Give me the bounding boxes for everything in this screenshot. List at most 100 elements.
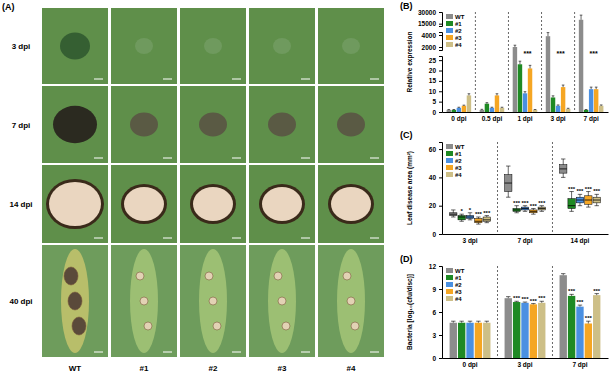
significance: *: [469, 207, 472, 213]
legend-label: #2: [455, 282, 462, 288]
legend-swatch: [446, 151, 453, 156]
lesion: [205, 272, 213, 280]
legend-swatch: [446, 35, 453, 40]
legend-label: #3: [455, 289, 462, 295]
panel-chart: (D)Bacteria [log₁₀(cfu/disc)]036912*****…: [400, 254, 609, 369]
tick: 3: [432, 332, 442, 339]
legend-swatch: [446, 42, 453, 47]
bar: [530, 304, 537, 358]
lesion: [64, 267, 78, 285]
tick: 0.5 dpi: [482, 115, 503, 123]
leaf-photo: [249, 245, 315, 357]
tick-label: 0: [432, 109, 436, 116]
error-bar: [452, 109, 455, 110]
bar: [480, 110, 484, 112]
legend-label: #2: [455, 158, 462, 164]
bar: [560, 275, 567, 358]
bar: [495, 95, 499, 112]
error-bar: [519, 61, 522, 64]
panel-label: (D): [400, 254, 413, 264]
tick-label: 30000: [418, 9, 436, 16]
tick-label: 7 dpi: [572, 361, 587, 369]
tick-label: 0: [432, 355, 436, 362]
scale-bar: [370, 238, 379, 239]
leaf-photo: [318, 165, 384, 243]
tick-label: 15000: [418, 20, 436, 27]
tick: 25: [429, 57, 442, 64]
bar: [576, 307, 583, 358]
tick-mark: [439, 234, 442, 235]
error-bar: [501, 107, 504, 109]
significance: ***: [568, 186, 576, 192]
error-bar: [496, 94, 499, 96]
bar: [566, 109, 570, 112]
significance: ***: [530, 203, 538, 209]
error-bar: [468, 321, 472, 323]
error-bar: [562, 85, 565, 87]
bar: [518, 64, 522, 112]
lesion: [262, 187, 302, 221]
legend-label: #4: [455, 172, 462, 178]
axis-line: [443, 112, 609, 113]
significance: ***: [521, 296, 529, 302]
tick-label: 3: [432, 332, 436, 339]
y-axis: 0204060: [429, 143, 443, 238]
leaf-photo: [249, 8, 315, 84]
lesion: [140, 297, 148, 305]
group-separator: [508, 12, 509, 112]
bar: [568, 296, 575, 358]
significance: ***: [593, 188, 601, 194]
leaf-photo: [111, 86, 177, 163]
error-bar: [447, 109, 450, 110]
median: [585, 200, 592, 201]
error-bar: [463, 105, 466, 107]
bar: [450, 323, 457, 358]
tick-mark: [439, 35, 442, 36]
tick: 0 dpi: [462, 361, 477, 369]
lesion-rim: [259, 184, 305, 224]
tick-label: 14 dpi: [571, 237, 590, 245]
bar: [521, 303, 528, 358]
group-separator: [574, 12, 575, 112]
scale-bar: [94, 79, 103, 80]
tick: 6: [432, 309, 442, 316]
tick-label: 3 dpi: [462, 237, 477, 245]
scale-bar: [94, 158, 103, 159]
tick: 0: [432, 231, 442, 238]
tick: 15000: [418, 20, 442, 27]
y-axis-title: Leaf disease area (mm²): [406, 151, 414, 225]
leaf: [268, 249, 296, 353]
group-separator: [475, 12, 476, 112]
leaf: [130, 249, 158, 353]
median: [576, 200, 583, 201]
bar: [533, 110, 537, 112]
tick-mark: [439, 91, 442, 92]
tick: 7 dpi: [572, 361, 587, 369]
lesion: [213, 322, 221, 330]
leaf: [337, 249, 365, 353]
axis-line: [439, 13, 443, 27]
panel-label: (B): [400, 1, 413, 11]
error-bar: [459, 321, 463, 323]
legend-swatch: [446, 296, 453, 301]
bar: [447, 110, 451, 112]
leaf-photo: [180, 8, 246, 84]
group-separator: [541, 12, 542, 112]
legend-label: #1: [455, 21, 462, 27]
lesion: [193, 187, 233, 221]
lesion: [274, 272, 282, 280]
significance: ***: [593, 288, 601, 294]
bar: [467, 95, 471, 112]
bar: [584, 110, 588, 112]
bar: [551, 97, 555, 112]
error-bar: [514, 45, 517, 47]
error-bar: [580, 15, 583, 20]
column-label: #4: [347, 364, 356, 373]
bar: [585, 324, 592, 359]
legend-label: #2: [455, 28, 462, 34]
bar: [457, 108, 461, 112]
tick: 60: [429, 146, 442, 153]
bar: [466, 323, 473, 358]
tick-label: 12: [429, 263, 437, 270]
scale-bar: [370, 158, 379, 159]
